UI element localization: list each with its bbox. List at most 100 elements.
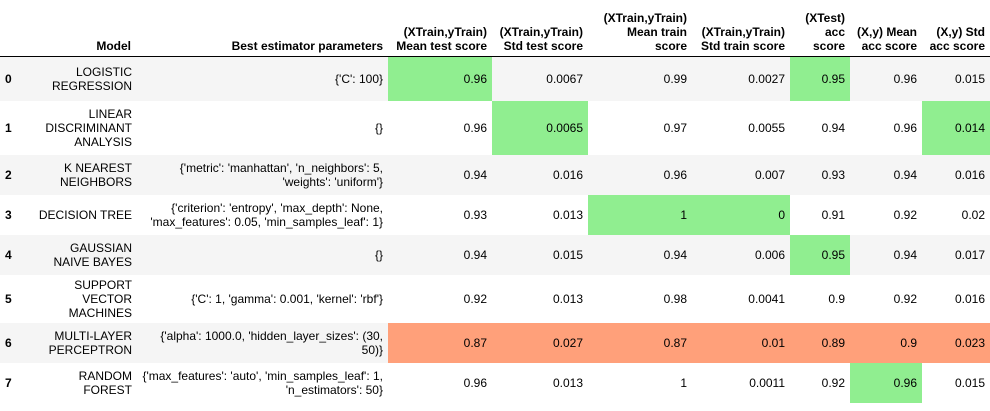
table-row: 7 RANDOM FOREST {'max_features': 'auto', '… [0,362,990,403]
model-cell: SUPPORT VECTOR MACHINES [68,277,132,320]
table-body: 0 LOGISTIC REGRESSION {'C': 100} 0.96 0.0067… [0,56,990,403]
score-cell: 0.0027 [748,71,785,86]
score-cell: 0.94 [463,167,487,182]
score-cell: 0.95 [790,56,850,101]
params-cell: {} [374,120,383,135]
row-index: 2 [5,167,12,182]
score-cell: 0.007 [754,167,785,182]
score-cell: 0.0011 [749,375,785,390]
model-cell: LOGISTIC REGRESSION [51,64,132,93]
score-cell: 0.94 [463,247,487,262]
score-cell: 0.93 [463,207,487,222]
score-cell: 0.96 [663,167,687,182]
params-cell: {} [374,247,383,262]
score-cell: 0.94 [663,247,687,262]
score-cell: 0.96 [850,362,922,403]
score-cell: 0.0067 [546,71,583,86]
model-cell: LINEAR DISCRIMINANT ANALYSIS [45,106,132,149]
score-cell: 0.92 [893,291,917,306]
score-cell: 0.0055 [748,120,785,135]
score-cell: 0.95 [790,234,850,275]
column-header: (X,y) Std acc score [922,0,990,57]
score-cell: 0.017 [954,247,985,262]
score-cell: 0.92 [821,375,845,390]
params-cell: {'metric': 'manhattan', 'n_neighbors': 5… [179,160,383,189]
score-cell: 1 [588,194,692,235]
table-row: 5 SUPPORT VECTOR MACHINES {'C': 1, 'gamma'… [0,274,990,323]
score-cell: 0.013 [552,207,583,222]
score-cell: 0.92 [893,207,917,222]
table-row: 6 MULTI-LAYER PERCEPTRON {'alpha': 1000.0,… [0,322,990,363]
score-cell: 0.013 [552,375,583,390]
row-index: 5 [5,291,12,306]
row-index: 4 [5,247,12,262]
score-cell: 0.96 [893,120,917,135]
column-header: (XTrain,yTrain) Mean train score [588,0,692,57]
params-cell: {'C': 100} [335,71,383,86]
row-index: 0 [5,71,12,86]
score-cell: 0.94 [821,120,845,135]
score-cell: 0.97 [663,120,687,135]
score-cell: 0.015 [552,247,583,262]
params-cell: {'max_features': 'auto', 'min_samples_le… [142,368,383,397]
score-cell: 0.016 [954,291,985,306]
score-cell: 1 [680,375,687,390]
table-row: 2 K NEAREST NEIGHBORS {'metric': 'manhatta… [0,154,990,195]
row-index: 3 [5,207,12,222]
header-row: Model Best estimator parameters (XTrain,yT… [0,0,990,57]
score-cell: 0.0041 [748,291,785,306]
params-cell: {'criterion': 'entropy', 'max_depth': No… [150,200,383,229]
score-cell: 0.98 [663,291,687,306]
score-cell: 0.013 [552,291,583,306]
column-header: (XTrain,yTrain) Mean test score [388,0,492,57]
model-cell: K NEAREST NEIGHBORS [59,160,132,189]
score-cell: 0.023 [922,322,990,363]
model-cell: DECISION TREE [38,207,132,222]
score-cell: 0.94 [893,167,917,182]
params-cell: {'C': 1, 'gamma': 0.001, 'kernel': 'rbf'… [191,291,383,306]
score-cell: 0.9 [828,291,845,306]
column-header: (XTest) acc score [790,0,850,57]
score-cell: 0.015 [954,71,985,86]
score-cell: 0.94 [893,247,917,262]
table-row: 1 LINEAR DISCRIMINANT ANALYSIS {} 0.96 0.006… [0,100,990,155]
score-cell: 0.91 [821,207,845,222]
model-cell: MULTI-LAYER PERCEPTRON [48,328,132,357]
score-cell: 0.016 [552,167,583,182]
column-header: (XTrain,yTrain) Std train score [692,0,790,57]
score-cell: 0 [692,194,790,235]
column-header [0,0,26,57]
score-cell: 0.0065 [492,100,588,155]
column-header: Best estimator parameters [136,0,388,57]
table-row: 4 GAUSSIAN NAIVE BAYES {} 0.94 0.015 0.94 0.00… [0,234,990,275]
column-header: Model [26,0,136,57]
score-cell: 0.96 [463,120,487,135]
table-row: 3 DECISION TREE {'criterion': 'entropy', '… [0,194,990,235]
score-cell: 0.016 [954,167,985,182]
row-index: 7 [5,375,12,390]
score-cell: 0.015 [954,375,985,390]
score-cell: 0.96 [893,71,917,86]
score-cell: 0.006 [754,247,785,262]
score-cell: 0.87 [388,322,492,363]
model-cell: GAUSSIAN NAIVE BAYES [53,240,132,269]
score-cell: 0.02 [961,207,985,222]
score-cell: 0.89 [790,322,850,363]
score-cell: 0.93 [821,167,845,182]
score-cell: 0.87 [588,322,692,363]
row-index: 6 [5,335,12,350]
column-header: (X,y) Mean acc score [850,0,922,57]
column-header: (XTrain,yTrain) Std test score [492,0,588,57]
table-row: 0 LOGISTIC REGRESSION {'C': 100} 0.96 0.0067… [0,56,990,101]
table-header: Model Best estimator parameters (XTrain,yT… [0,0,990,57]
score-cell: 0.96 [388,56,492,101]
score-cell: 0.014 [922,100,990,155]
score-cell: 0.99 [663,71,687,86]
score-cell: 0.96 [463,375,487,390]
params-cell: {'alpha': 1000.0, 'hidden_layer_sizes': … [160,328,383,357]
score-cell: 0.92 [463,291,487,306]
score-cell: 0.01 [692,322,790,363]
score-cell: 0.027 [492,322,588,363]
score-cell: 0.9 [850,322,922,363]
